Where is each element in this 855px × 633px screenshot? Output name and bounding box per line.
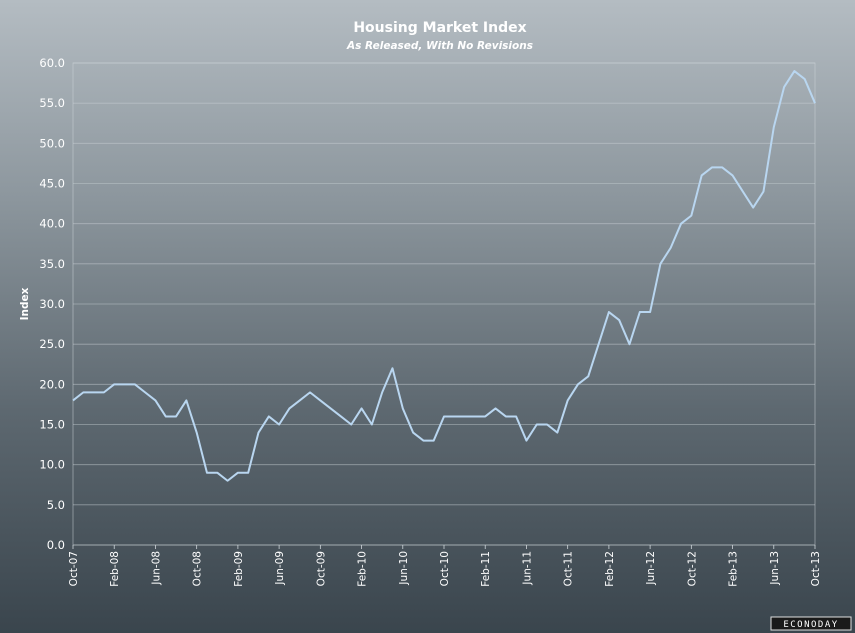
- y-tick-label: 5.0: [47, 498, 65, 512]
- y-tick-label: 20.0: [39, 377, 65, 391]
- x-axis: Oct-07 Feb-08 Jun-08 Oct-08 Feb-09 Jun-09 Oct-…: [68, 545, 822, 587]
- x-tick-label: Jun-09: [274, 551, 286, 586]
- gridlines: [73, 62, 815, 546]
- y-tick-label: 25.0: [39, 337, 65, 351]
- y-tick-label: 30.0: [39, 297, 65, 311]
- y-tick-label: 15.0: [39, 418, 65, 432]
- x-tick-label: Oct-10: [439, 551, 451, 586]
- chart-title: Housing Market Index: [353, 20, 526, 36]
- econoday-logo: ECONODAY: [770, 616, 852, 631]
- x-tick-label: Oct-08: [192, 551, 204, 586]
- x-tick-label: Jun-08: [150, 551, 162, 586]
- x-tick-label: Feb-08: [109, 551, 121, 587]
- x-tick-label: Feb-12: [604, 551, 616, 587]
- y-tick-label: 45.0: [39, 177, 65, 191]
- x-tick-label: Oct-13: [810, 551, 822, 586]
- y-tick-label: 60.0: [39, 56, 65, 70]
- y-tick-label: 0.0: [47, 538, 65, 552]
- x-tick-label: Jun-10: [398, 551, 410, 586]
- x-tick-label: Feb-09: [233, 551, 245, 587]
- x-tick-label: Feb-13: [728, 551, 740, 587]
- y-tick-label: 35.0: [39, 257, 65, 271]
- x-tick-label: Oct-07: [68, 551, 80, 586]
- x-tick-label: Feb-11: [480, 551, 492, 587]
- x-tick-label: Jun-13: [769, 551, 781, 586]
- x-tick-label: Jun-11: [521, 551, 533, 586]
- y-tick-label: 40.0: [39, 217, 65, 231]
- y-axis-label: Index: [19, 287, 31, 320]
- y-axis: 0.0 5.0 10.0 15.0 20.0 25.0 30.0 35.0 40.0 45.0 50…: [39, 56, 65, 552]
- x-tick-label: Oct-12: [686, 551, 698, 586]
- logo-text: ECONODAY: [783, 620, 838, 630]
- y-tick-label: 55.0: [39, 96, 65, 110]
- y-tick-label: 50.0: [39, 136, 65, 150]
- y-tick-label: 10.0: [39, 458, 65, 472]
- chart-subtitle: As Released, With No Revisions: [346, 40, 533, 52]
- x-tick-label: Oct-11: [563, 551, 575, 586]
- x-tick-label: Jun-12: [645, 551, 657, 586]
- series-line: [72, 70, 816, 482]
- x-tick-label: Feb-10: [357, 551, 369, 587]
- x-tick-label: Oct-09: [315, 551, 327, 586]
